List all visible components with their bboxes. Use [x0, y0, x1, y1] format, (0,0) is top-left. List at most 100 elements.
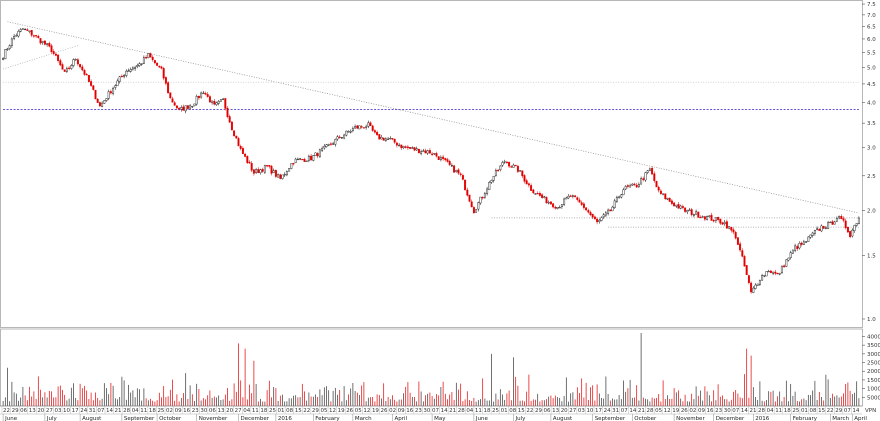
- day-label: 11: [140, 408, 147, 414]
- candle-body: [613, 200, 616, 208]
- candle-body: [855, 223, 858, 226]
- candle-body: [699, 216, 702, 219]
- candle-body: [169, 92, 172, 99]
- day-label: 07: [621, 408, 628, 414]
- candle-body: [525, 180, 528, 185]
- candle-body: [813, 230, 816, 234]
- candle-body: [160, 66, 163, 69]
- candle-body: [433, 153, 436, 155]
- candle-body: [310, 155, 313, 161]
- candle-body: [657, 186, 660, 191]
- candle-body: [63, 69, 66, 72]
- day-label: 27: [46, 408, 53, 414]
- candle-body: [565, 197, 568, 200]
- candle-body: [833, 221, 836, 225]
- candle-body: [459, 173, 462, 175]
- day-label: 22: [303, 408, 310, 414]
- candle-body: [820, 225, 823, 232]
- day-label: 18: [784, 408, 791, 414]
- candle-body: [72, 59, 75, 66]
- candle-body: [35, 35, 38, 37]
- candle-body: [338, 136, 341, 138]
- candle-body: [184, 105, 187, 112]
- day-label: 13: [29, 408, 36, 414]
- day-label: 04: [767, 408, 774, 414]
- candle-body: [28, 30, 31, 32]
- candle-body: [420, 151, 423, 154]
- candle-body: [629, 185, 632, 188]
- day-label: 22: [827, 408, 834, 414]
- candle-body: [439, 157, 442, 161]
- candle-body: [213, 100, 216, 105]
- candle-body: [772, 271, 775, 274]
- day-label: 31: [612, 408, 619, 414]
- day-label: 20: [226, 408, 233, 414]
- month-label: March: [355, 416, 372, 421]
- day-label: 31: [89, 408, 96, 414]
- candle-body: [571, 195, 574, 197]
- candle-body: [197, 95, 200, 99]
- candle-body: [580, 202, 583, 205]
- day-label: 29: [835, 408, 842, 414]
- candle-body: [719, 218, 722, 224]
- candle-body: [393, 138, 396, 143]
- candle-body: [222, 98, 225, 100]
- candle-body: [76, 59, 79, 65]
- day-label: 10: [586, 408, 593, 414]
- candle-body: [816, 228, 819, 230]
- candle-body: [224, 98, 227, 109]
- candle-body: [545, 197, 548, 204]
- candle-body: [444, 158, 447, 161]
- candle-body: [329, 143, 332, 145]
- candle-body: [725, 221, 728, 229]
- candle-body: [237, 138, 240, 147]
- candle-body: [666, 198, 669, 200]
- candle-body: [721, 222, 724, 225]
- candle-body: [288, 168, 291, 172]
- candle-body: [611, 206, 614, 212]
- candle-body: [305, 160, 308, 162]
- day-label: 12: [664, 408, 671, 414]
- candle-body: [596, 218, 599, 223]
- price-tick-label: 7.0: [867, 13, 876, 19]
- candle-body: [450, 165, 453, 167]
- candle-body: [202, 92, 205, 94]
- candle-body: [21, 28, 24, 30]
- candle-body: [681, 206, 684, 208]
- candle-body: [554, 206, 557, 209]
- candle-body: [296, 158, 299, 161]
- candle-body: [453, 165, 456, 173]
- day-label: 12: [363, 408, 370, 414]
- volume-tick-label: 5000: [867, 395, 880, 401]
- candle-body: [857, 217, 860, 224]
- date-axis: 22 29 06 13 20 27 03 10 17 24 31 07 14 21 28 04 11 18 25 02…: [0, 405, 876, 421]
- candle-body: [52, 51, 55, 54]
- candle-body: [822, 226, 825, 229]
- month-label: December: [241, 416, 270, 421]
- candle-body: [778, 273, 781, 275]
- day-label: 05: [655, 408, 662, 414]
- candle-body: [618, 196, 621, 199]
- candle-body: [736, 237, 739, 245]
- candle-body: [189, 105, 192, 109]
- month-label: November: [199, 416, 228, 421]
- day-label: 04: [243, 408, 250, 414]
- day-label: 12: [329, 408, 336, 414]
- candle-body: [272, 170, 275, 173]
- candle-body: [400, 144, 403, 149]
- day-label: 30: [724, 408, 731, 414]
- candle-body: [578, 199, 581, 203]
- candle-body: [853, 225, 856, 231]
- candle-body: [497, 169, 500, 172]
- candle-body: [754, 284, 757, 289]
- candle-body: [842, 218, 845, 221]
- volume-tick-label: 15000: [867, 378, 880, 384]
- price-tick-label: 2.0: [867, 209, 876, 215]
- candle-body: [732, 229, 735, 233]
- candle-body: [61, 64, 64, 70]
- candle-body: [640, 178, 643, 185]
- candle-body: [835, 218, 838, 222]
- candle-body: [92, 85, 95, 90]
- candle-body: [87, 74, 90, 82]
- day-label: 26: [346, 408, 353, 414]
